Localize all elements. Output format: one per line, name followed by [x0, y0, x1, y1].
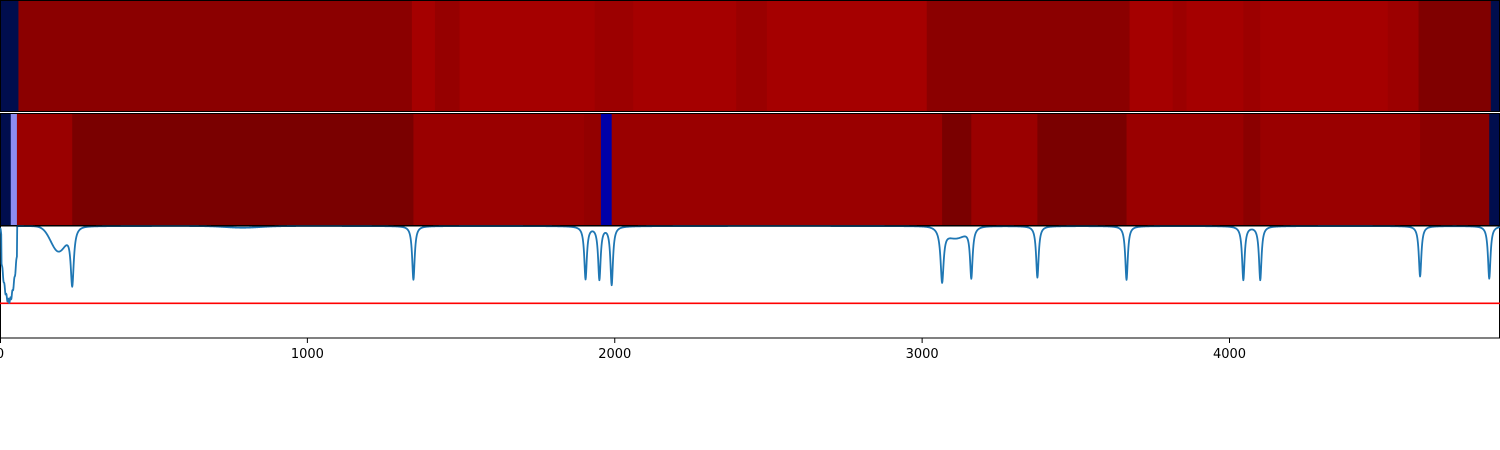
heatmap-cell-top-0 — [0, 0, 19, 112]
heatmap-cell-middle-13 — [1260, 113, 1421, 226]
heatmap-cell-middle-14 — [1420, 113, 1490, 226]
heatmap-cell-top-7 — [736, 0, 768, 112]
x-tick-label: 1000 — [291, 347, 324, 362]
heatmap-cell-top-3 — [434, 0, 461, 112]
heatmap-top — [0, 0, 1500, 112]
heatmap-cell-middle-2 — [16, 113, 73, 226]
x-axis: 0 1000 2000 3000 4000 — [0, 338, 1246, 362]
heatmap-cell-top-5 — [594, 0, 634, 112]
line-plot-frame — [0, 225, 1500, 339]
heatmap-cell-top-16 — [1418, 0, 1492, 112]
heatmap-cell-middle-5 — [584, 113, 602, 226]
line-plot: 0 1000 2000 3000 4000 — [0, 225, 1500, 362]
heatmap-cell-top-2 — [411, 0, 436, 112]
heatmap-cell-middle-15 — [1489, 113, 1500, 226]
heatmap-cell-top-9 — [926, 0, 1131, 112]
heatmap-cell-top-1 — [18, 0, 413, 112]
x-tick-label: 3000 — [906, 347, 939, 362]
x-tick-label: 2000 — [598, 347, 631, 362]
heatmap-cell-top-11 — [1172, 0, 1187, 112]
heatmap-cell-middle-0 — [0, 113, 12, 226]
heatmap-cell-top-6 — [633, 0, 737, 112]
heatmap-cell-middle-9 — [971, 113, 1038, 226]
heatmap-cell-top-8 — [766, 0, 928, 112]
heatmap-cell-middle-10 — [1037, 113, 1128, 226]
heatmap-cell-top-12 — [1186, 0, 1244, 112]
heatmap-cell-top-10 — [1129, 0, 1174, 112]
heatmap-cell-top-13 — [1243, 0, 1261, 112]
heatmap-cell-middle-6 — [600, 113, 613, 226]
heatmap-cell-middle-7 — [611, 113, 943, 226]
heatmap-cell-top-4 — [459, 0, 596, 112]
heatmap-cell-middle-11 — [1126, 113, 1244, 226]
x-tick-label: 4000 — [1213, 347, 1246, 362]
x-tick-label: 0 — [0, 347, 4, 362]
heatmap-cell-middle-8 — [942, 113, 972, 226]
heatmap-cell-top-14 — [1260, 0, 1389, 112]
heatmap-cell-top-17 — [1490, 0, 1500, 112]
heatmap-cell-middle-3 — [72, 113, 414, 226]
heatmap-cell-middle-4 — [413, 113, 585, 226]
heatmap-cell-middle-12 — [1243, 113, 1261, 226]
heatmap-cell-middle-1 — [10, 113, 18, 226]
heatmap-cell-top-15 — [1387, 0, 1420, 112]
heatmap-middle — [0, 113, 1500, 226]
